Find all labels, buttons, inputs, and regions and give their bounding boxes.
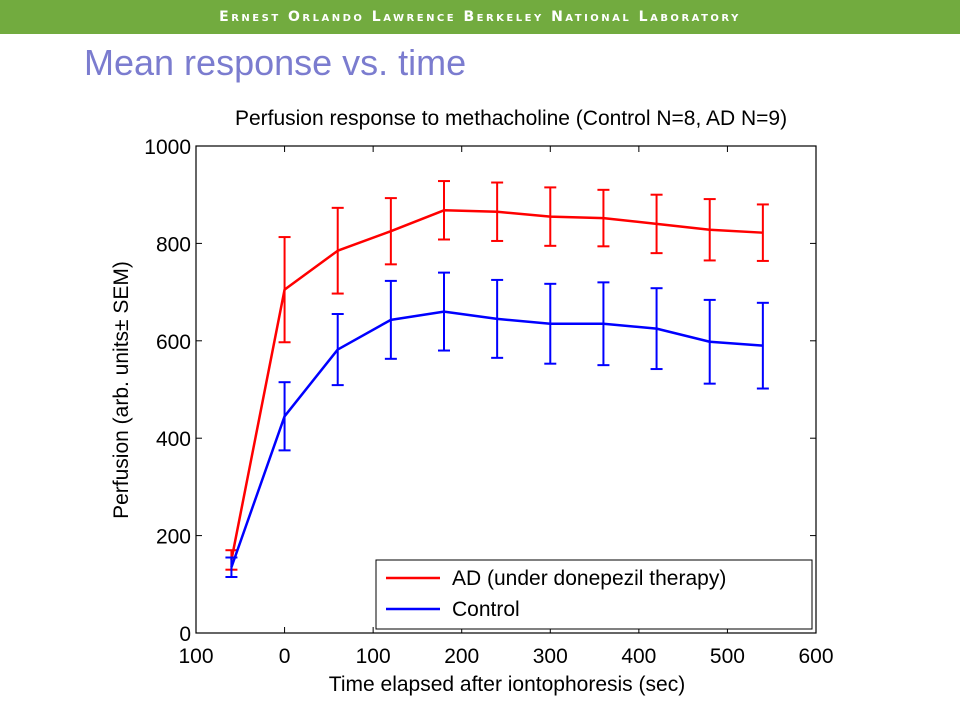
series-control	[225, 271, 769, 578]
error-bar-ad	[384, 197, 397, 266]
error-bar-control	[491, 278, 504, 359]
x-tick-label: 200	[444, 645, 479, 668]
y-axis-title: Perfusion (arb. units± SEM)	[110, 261, 133, 519]
x-tick-label: 100	[178, 645, 213, 668]
error-bar-control	[597, 281, 610, 367]
y-tick-label: 600	[156, 331, 191, 354]
error-bar-ad	[331, 206, 344, 295]
error-bar-ad	[597, 188, 610, 248]
x-axis-title: Time elapsed after iontophoresis (sec)	[329, 673, 685, 696]
error-bar-ad	[491, 181, 504, 242]
y-tick-label: 400	[156, 428, 191, 451]
x-tick-label: 500	[710, 645, 745, 668]
series-layer	[225, 180, 769, 578]
x-tick-label: 0	[279, 645, 291, 668]
y-tick-label: 0	[179, 623, 191, 646]
series-line-ad	[230, 209, 763, 561]
legend-label-ad: AD (under donepezil therapy)	[452, 567, 726, 590]
x-tick-label: 400	[621, 645, 656, 668]
error-bar-ad	[544, 186, 557, 247]
legend-label-control: Control	[452, 598, 520, 621]
error-bar-control	[756, 301, 769, 390]
y-tick-label: 800	[156, 233, 191, 256]
error-bar-ad	[438, 180, 450, 241]
error-bar-control	[438, 271, 450, 352]
chart-title: Perfusion response to methacholine (Cont…	[235, 107, 787, 130]
error-bar-control	[384, 279, 397, 360]
error-bar-ad	[650, 193, 663, 255]
error-bar-control	[650, 287, 663, 371]
error-bar-ad	[703, 198, 716, 262]
x-tick-label: 600	[798, 645, 833, 668]
x-tick-label: 100	[356, 645, 391, 668]
error-bar-control	[703, 298, 716, 385]
banner-text: Ernest Orlando Lawrence Berkeley Nationa…	[219, 9, 741, 25]
error-bar-control	[331, 313, 344, 387]
error-bar-control	[544, 282, 557, 365]
x-tick-label: 300	[533, 645, 568, 668]
slide-title: Mean response vs. time	[84, 42, 467, 83]
y-tick-label: 200	[156, 526, 191, 549]
legend-box	[375, 559, 813, 630]
legend: AD (under donepezil therapy) Control	[375, 559, 813, 630]
error-bar-control	[225, 556, 238, 578]
plot-frame	[195, 145, 817, 634]
series-ad	[225, 180, 769, 571]
header-banner: Ernest Orlando Lawrence Berkeley Nationa…	[0, 0, 960, 34]
y-tick-label: 1000	[144, 136, 191, 159]
error-bar-ad	[756, 203, 769, 262]
error-bar-control	[278, 381, 291, 452]
error-bar-ad	[278, 236, 291, 344]
